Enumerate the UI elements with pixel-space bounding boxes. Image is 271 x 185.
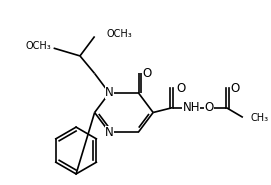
Text: NH: NH xyxy=(182,101,200,114)
Text: N: N xyxy=(105,125,114,139)
Text: CH₃: CH₃ xyxy=(251,113,269,123)
Text: O: O xyxy=(177,82,186,95)
Text: N: N xyxy=(105,87,114,100)
Text: O: O xyxy=(204,101,213,114)
Text: O: O xyxy=(143,67,152,80)
Text: OCH₃: OCH₃ xyxy=(106,29,132,39)
Text: O: O xyxy=(230,82,240,95)
Text: OCH₃: OCH₃ xyxy=(26,41,52,51)
